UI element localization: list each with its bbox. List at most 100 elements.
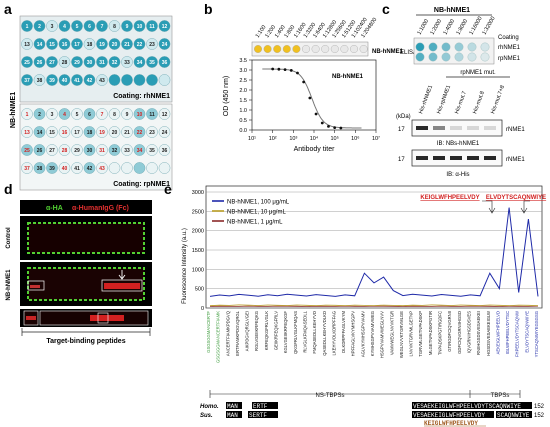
plate-well — [46, 144, 58, 156]
plate-well — [58, 162, 71, 174]
well-number: 25 — [24, 60, 30, 66]
titer-point — [339, 126, 343, 130]
b-xtick: 10⁷ — [372, 135, 380, 142]
plate-well — [96, 108, 108, 120]
strip-well — [292, 45, 301, 54]
well-number: 28 — [62, 148, 68, 154]
well-number: 31 — [99, 60, 105, 66]
b-xtick: 10² — [269, 136, 277, 142]
c-dilution-label: 1:32000 — [482, 16, 497, 36]
plate-well — [21, 38, 33, 50]
peptide-x-label: ERTFIAMKPDGVQRGL — [235, 310, 240, 356]
plate-well — [121, 108, 133, 120]
well-number: 6 — [88, 112, 91, 118]
well-number: 24 — [162, 130, 168, 136]
strip-well — [330, 45, 339, 54]
plate-well — [158, 108, 171, 120]
c-well — [415, 52, 425, 62]
c-row-rp: rpNME1 — [498, 56, 521, 62]
plate-well — [146, 74, 158, 86]
mw-17-b: 17 — [398, 157, 405, 163]
plate-well — [108, 56, 121, 68]
svg-text:VESAEKEIGLWFHPEELVDY: VESAEKEIGLWFHPEELVDY — [413, 412, 485, 419]
b-xtick: 10⁵ — [330, 135, 338, 142]
well-number: 12 — [162, 24, 168, 30]
plate-well — [33, 126, 46, 138]
lane-label: His-mut.8 — [472, 91, 486, 115]
strip-well — [321, 45, 330, 54]
western-blot-2 — [411, 149, 503, 167]
plate-well — [83, 20, 96, 32]
well-number: 30 — [87, 148, 93, 154]
b-ytick: 0.0 — [239, 128, 247, 134]
titer-point — [271, 67, 275, 71]
lane-label: His-mut.7+8 — [490, 85, 506, 115]
peptide-x-label: AGLVKYMHSGPVVAMV — [360, 311, 365, 357]
well-number: 27 — [49, 148, 55, 154]
well-number: 2 — [38, 112, 41, 118]
svg-text:ERTF: ERTF — [253, 403, 268, 410]
plate-well — [133, 108, 146, 120]
plate-well — [58, 74, 71, 86]
titer-point — [302, 80, 306, 84]
plate-well — [83, 162, 96, 174]
titer-point — [314, 112, 318, 116]
plate-well — [83, 74, 96, 86]
plate-well — [46, 162, 58, 174]
well-number: 17 — [74, 130, 80, 136]
strip-well — [311, 45, 320, 54]
peptide-x-label: IGLWFHPEELVDYTSC — [505, 311, 510, 354]
elisa-strip: NB-hNME1 — [251, 41, 404, 57]
peptide-x-label: TGRVMLGETNPADSKP — [418, 311, 423, 357]
c-well — [428, 52, 438, 62]
well-number: 14 — [37, 42, 43, 48]
header-green: α-HA — [46, 205, 63, 212]
blot-band — [433, 156, 445, 160]
well-number: 5 — [76, 24, 79, 30]
c-row-coating: Coating — [498, 35, 519, 41]
plate-well — [96, 38, 108, 50]
c-top-header: NB-hNME1 — [434, 7, 470, 14]
c-well — [480, 42, 490, 52]
plate-well — [108, 20, 121, 32]
well-number: 3 — [51, 24, 54, 30]
well-number: 26 — [37, 60, 43, 66]
lane-label: His-rpNME1 — [436, 84, 452, 114]
plate-well — [133, 74, 146, 86]
well-number: 16 — [62, 42, 68, 48]
panel-d-label: d — [4, 181, 13, 197]
peptide-x-label: RGLVGEIIKRFEQKG — [254, 311, 259, 351]
plate-well — [21, 56, 33, 68]
well-number: 15 — [49, 42, 55, 48]
strip-well — [273, 45, 282, 54]
plate-well — [108, 74, 121, 86]
plate-well — [108, 162, 121, 174]
well-number: 13 — [24, 130, 30, 136]
e-ytick: 0 — [201, 306, 204, 312]
well-number: 41 — [74, 166, 80, 172]
e-ytick: 500 — [195, 287, 204, 293]
peptide-x-label: FMQASEDLLKEHYVD — [312, 311, 317, 354]
plate-well — [33, 20, 46, 32]
c-well — [467, 42, 477, 52]
plate-well — [58, 108, 71, 120]
ib-label-2: IB: α-His — [446, 172, 469, 178]
well-number: 43 — [99, 78, 105, 84]
lane-label: His-mut.7 — [454, 91, 468, 115]
well-number: 31 — [99, 148, 105, 154]
svg-text:152: 152 — [534, 404, 545, 410]
b-ytick: 0.5 — [239, 118, 247, 124]
peptide-x-label: ANCERTFIAMKPDGVQ — [225, 310, 230, 356]
strip-well — [350, 45, 359, 54]
well-number: 25 — [24, 148, 30, 154]
well-number: 38 — [37, 166, 43, 172]
panel-b-label: b — [204, 1, 213, 17]
well-number: 43 — [99, 166, 105, 172]
peptide-x-label: AIKPDGVQRGLVGEI — [245, 311, 250, 351]
peptide-x-label: GEIIKRFEQKGFRLV — [274, 311, 279, 350]
plate-well — [46, 126, 58, 138]
plate-well — [33, 108, 46, 120]
well-number: 4 — [63, 112, 66, 118]
alignment-row-sus: MAN SERTF VESAEKEIGLWFHPEELVDY SCAQNWIYE… — [226, 411, 545, 419]
well-number: 13 — [24, 42, 30, 48]
